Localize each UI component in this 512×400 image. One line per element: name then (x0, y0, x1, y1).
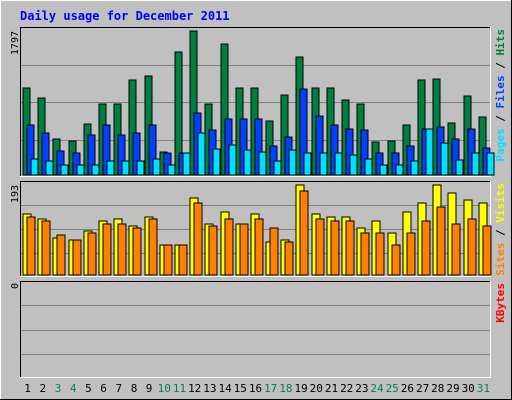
legend-sites: Sites (494, 243, 507, 276)
plot-area (20, 281, 491, 378)
bar-sites-day-1 (26, 216, 36, 276)
x-tick-label-day-2: 2 (39, 382, 46, 395)
x-tick-label-day-6: 6 (100, 382, 107, 395)
bar-sites-day-27 (421, 220, 431, 276)
x-tick-label-day-15: 15 (234, 382, 247, 395)
legend-pages: Pages (494, 128, 507, 161)
bar-sites-day-14 (224, 218, 234, 276)
bar-sites-day-16 (254, 218, 264, 276)
bar-pages-day-29 (455, 159, 464, 176)
x-tick-label-day-10: 10 (158, 382, 171, 395)
legend-hits: Hits (494, 29, 507, 56)
bar-pages-day-24 (379, 164, 388, 176)
bar-sites-day-3 (56, 234, 66, 276)
bar-sites-day-22 (345, 220, 355, 276)
panel-1: 1797 Pages / Files / Hits (10, 27, 507, 177)
x-tick-label-day-23: 23 (355, 382, 368, 395)
chart-panels: 1797 Pages / Files / Hits 193 Sites / Visit… (10, 27, 507, 378)
bar-sites-day-30 (467, 218, 477, 276)
panel-3: 0 KBytes (10, 281, 507, 378)
x-tick-label-day-7: 7 (115, 382, 122, 395)
x-tick-label-day-28: 28 (431, 382, 444, 395)
bar-sites-day-12 (193, 202, 203, 276)
bar-sites-day-10 (163, 244, 173, 276)
legend-visits: Visits (494, 183, 507, 223)
x-tick-label-day-18: 18 (279, 382, 292, 395)
bar-sites-day-29 (451, 223, 461, 276)
bar-pages-day-31 (486, 152, 495, 176)
legend-kbytes: KBytes (494, 283, 507, 323)
bar-sites-day-7 (117, 223, 127, 276)
x-tick-label-day-13: 13 (203, 382, 216, 395)
x-tick-label-day-19: 19 (294, 382, 307, 395)
bar-sites-day-4 (72, 239, 82, 276)
legend-separator: / (494, 56, 507, 76)
x-tick-label-day-30: 30 (462, 382, 475, 395)
panel-2: 193 Sites / Visits (10, 181, 507, 277)
x-tick-label-day-17: 17 (264, 382, 277, 395)
bar-sites-day-23 (360, 232, 370, 276)
bar-sites-day-11 (178, 244, 188, 276)
bar-sites-day-26 (406, 232, 416, 276)
x-tick-label-day-1: 1 (24, 382, 31, 395)
bar-sites-day-2 (41, 220, 51, 276)
x-tick-label-day-22: 22 (340, 382, 353, 395)
x-tick-label-day-5: 5 (85, 382, 92, 395)
bar-sites-day-31 (482, 225, 492, 276)
bar-sites-day-19 (299, 190, 309, 276)
x-axis-labels: 1 2 3 4 5 6 7 8 9 10 11 12 13 14 15 16 17 18 19 20 21 22 23 24 2… (24, 382, 490, 395)
bar-pages-day-3 (60, 164, 69, 176)
bar-sites-day-15 (239, 223, 249, 276)
bar-sites-day-17 (269, 227, 279, 276)
x-tick-label-day-26: 26 (401, 382, 414, 395)
x-tick-label-day-8: 8 (131, 382, 138, 395)
x-tick-label-day-29: 29 (446, 382, 459, 395)
legend-files: Files (494, 75, 507, 108)
y-max-label: 193 (10, 185, 21, 203)
legend-separator: / (494, 223, 507, 243)
bar-sites-day-21 (330, 220, 340, 276)
bar-pages-day-13 (212, 148, 221, 176)
x-tick-label-day-25: 25 (386, 382, 399, 395)
x-tick-label-day-4: 4 (70, 382, 77, 395)
x-tick-label-day-27: 27 (416, 382, 429, 395)
legend: KBytes (494, 283, 507, 323)
bar-sites-day-28 (436, 206, 446, 276)
x-tick-label-day-24: 24 (370, 382, 384, 395)
x-tick-label-day-12: 12 (188, 382, 201, 395)
x-tick-label-day-3: 3 (55, 382, 62, 395)
bar-sites-day-6 (102, 223, 112, 276)
x-tick-label-day-16: 16 (249, 382, 262, 395)
chart-title: Daily usage for December 2011 (20, 9, 230, 23)
x-tick-label-day-11: 11 (173, 382, 186, 395)
x-tick-label-day-31: 31 (477, 382, 490, 395)
legend-separator: / (494, 109, 507, 129)
x-tick-label-day-20: 20 (310, 382, 323, 395)
bar-pages-day-19 (303, 152, 312, 176)
bar-sites-day-24 (375, 232, 385, 276)
legend: Pages / Files / Hits (494, 29, 507, 162)
legend: Sites / Visits (494, 183, 507, 276)
bar-sites-day-8 (132, 227, 142, 276)
bar-sites-day-20 (315, 218, 325, 276)
y-max-label: 1797 (10, 31, 21, 55)
bar-sites-day-18 (284, 241, 294, 276)
x-tick-label-day-9: 9 (146, 382, 153, 395)
bar-sites-day-5 (87, 232, 97, 276)
x-tick-label-day-14: 14 (218, 382, 232, 395)
bar-sites-day-25 (391, 244, 401, 276)
bar-sites-day-13 (208, 225, 218, 276)
bar-sites-day-9 (148, 218, 158, 276)
x-tick-label-day-21: 21 (325, 382, 338, 395)
y-max-label: 0 (10, 283, 21, 289)
bar-pages-day-8 (136, 160, 145, 176)
